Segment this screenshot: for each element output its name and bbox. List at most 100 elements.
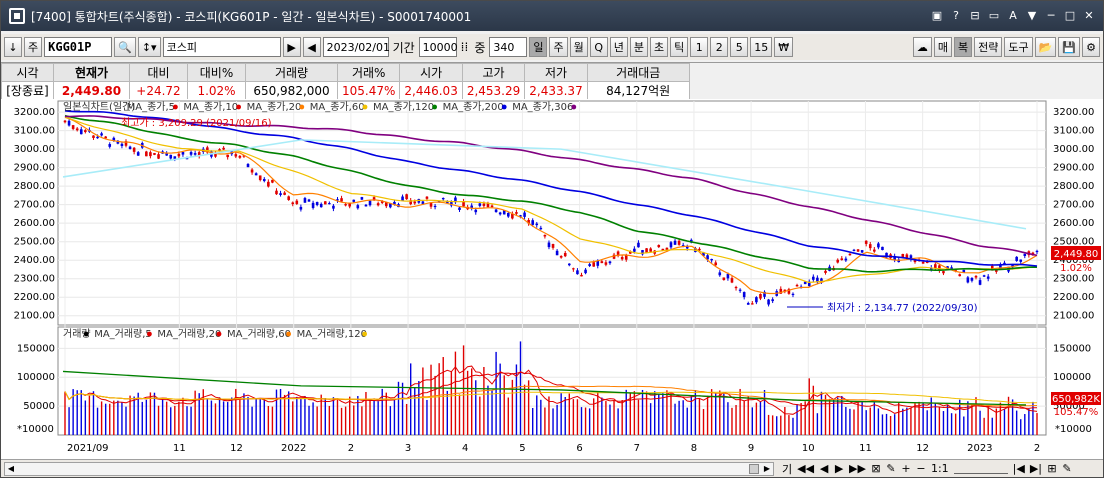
next-icon[interactable]: ▶ (834, 462, 844, 475)
zoom-in-icon[interactable]: + (901, 462, 911, 475)
period-year-button[interactable]: 년 (609, 37, 628, 57)
candle-body (767, 299, 770, 305)
candle-body (511, 213, 514, 219)
tools-button[interactable]: 도구 (1004, 37, 1033, 57)
volume-ma-line (64, 365, 1038, 415)
compound-button[interactable]: 복 (953, 37, 973, 57)
list-icon[interactable]: ↕▾ (137, 37, 161, 57)
price-panel[interactable] (57, 100, 1047, 326)
interval-15-button[interactable]: 15 (750, 37, 773, 57)
chart-svg[interactable]: 3200.00 3100.00 3000.00 2900.00 2800.00 2700.… (1, 99, 1103, 459)
volume-tick-label: 50000 (1053, 401, 1085, 412)
quote-header: 거래량 (245, 63, 338, 82)
x-tick-label: 2 (1034, 443, 1040, 454)
ma-line (65, 115, 1038, 257)
period-quarter-button[interactable]: Q (589, 37, 608, 57)
candle-body (624, 254, 628, 260)
count-input[interactable]: 340 (489, 37, 528, 57)
candle-body (498, 212, 502, 215)
candle-body (425, 196, 429, 199)
settings-icon[interactable]: ⚙ (1082, 37, 1100, 57)
date-input[interactable]: 2023/02/01 (322, 37, 390, 57)
period-daily-button[interactable]: 일 (529, 37, 548, 57)
market-button[interactable]: 주 (24, 37, 43, 57)
candle-body (718, 272, 722, 276)
legend-label: MA_거래량,60 (227, 328, 291, 340)
period-weekly-button[interactable]: 주 (549, 37, 568, 57)
play-button[interactable]: ▶ (282, 37, 301, 57)
draw-icon[interactable]: ✎ (886, 462, 896, 475)
candle-body (523, 212, 526, 217)
back-button[interactable]: ◀ (302, 37, 321, 57)
period-second-button[interactable]: 초 (649, 37, 669, 57)
window-icon[interactable]: ▭ (988, 9, 1000, 22)
candle-body (795, 284, 799, 287)
ratio-button[interactable]: 1:1 (930, 462, 949, 475)
volume-unit-left: *10000 (17, 424, 54, 435)
interval-2-button[interactable]: 2 (710, 37, 729, 57)
candle-body (681, 245, 685, 247)
candle-body (661, 248, 665, 251)
interval-5-button[interactable]: 5 (730, 37, 749, 57)
app-icon (9, 8, 25, 24)
chart-area[interactable]: 3200.00 3100.00 3000.00 2900.00 2800.00 2700.… (1, 99, 1103, 459)
candle-body (364, 204, 368, 207)
candle-body (803, 281, 807, 285)
candle-body (1023, 253, 1027, 256)
candle-body (242, 155, 246, 157)
candle-body (63, 120, 67, 123)
period-monthly-button[interactable]: 월 (569, 37, 588, 57)
won-button[interactable]: ₩ (774, 37, 794, 57)
interval-1-button[interactable]: 1 (690, 37, 709, 57)
code-input[interactable]: KGG01P (44, 37, 113, 57)
search-icon[interactable]: 🔍 (114, 37, 136, 57)
candle-body (299, 206, 303, 210)
font-icon[interactable]: A (1009, 9, 1017, 22)
crosshair-icon[interactable]: ⊠ (871, 462, 881, 475)
strategy-button[interactable]: 전략 (974, 37, 1003, 57)
name-field[interactable]: 코스피 (162, 37, 281, 57)
title-bar[interactable]: [7400] 통합차트(주식종합) - 코스피(KG601P - 일간 - 일본… (1, 1, 1103, 31)
cloud-icon[interactable]: ☁ (912, 37, 932, 57)
zoom-slider[interactable] (953, 464, 1008, 474)
candle-body (384, 202, 388, 207)
candle-body (563, 252, 567, 257)
legend-swatch (236, 104, 242, 110)
pin-icon[interactable]: ▣ (931, 9, 943, 22)
last-icon[interactable]: ▶▶ (849, 462, 866, 475)
candle-body (990, 265, 994, 271)
help-icon[interactable]: ? (953, 9, 959, 22)
layout-icon[interactable]: ⊟ (970, 9, 980, 22)
candle-body (173, 156, 177, 160)
horizontal-scrollbar[interactable]: ◀ ▶ (4, 461, 774, 476)
x-tick-label: 6 (576, 443, 582, 454)
goto-start-icon[interactable]: |◀ (1012, 462, 1025, 475)
edit-icon[interactable]: ✎ (1062, 462, 1072, 475)
candle-body (929, 267, 933, 270)
folder-icon[interactable]: 📂 (1034, 37, 1057, 57)
zoom-out-icon[interactable]: − (916, 462, 926, 475)
minimize-icon[interactable]: ─ (1047, 9, 1055, 22)
candle-body (218, 149, 221, 151)
period-minute-button[interactable]: 분 (629, 37, 648, 57)
download-button[interactable]: ↓ (4, 37, 22, 57)
first-icon[interactable]: ◀◀ (797, 462, 815, 475)
goto-end-icon[interactable]: ▶| (1029, 462, 1043, 475)
period-input[interactable]: 10000 (418, 37, 458, 57)
trade-button[interactable]: 매 (933, 37, 952, 57)
save-icon[interactable]: 💾 (1058, 37, 1080, 57)
period-nav-button[interactable]: 기 (782, 462, 793, 476)
prev-icon[interactable]: ◀ (819, 462, 829, 475)
volume-panel[interactable] (57, 326, 1047, 436)
price-axis-left: 3200.00 3100.00 3000.00 2900.00 2800.00 2700.… (14, 107, 55, 322)
dropdown-icon[interactable]: ▼ (1027, 9, 1037, 22)
close-icon[interactable]: ✕ (1084, 9, 1094, 22)
scroll-right-icon[interactable]: ▶ (763, 463, 771, 473)
candle-body (124, 141, 128, 146)
period-tick-button[interactable]: 틱 (670, 37, 689, 57)
maximize-icon[interactable]: □ (1064, 9, 1076, 22)
scroll-left-icon[interactable]: ◀ (7, 463, 15, 473)
grid-toggle-icon[interactable]: ⊞ (1047, 462, 1057, 475)
scroll-thumb[interactable] (749, 463, 759, 474)
candle-body (722, 277, 726, 281)
